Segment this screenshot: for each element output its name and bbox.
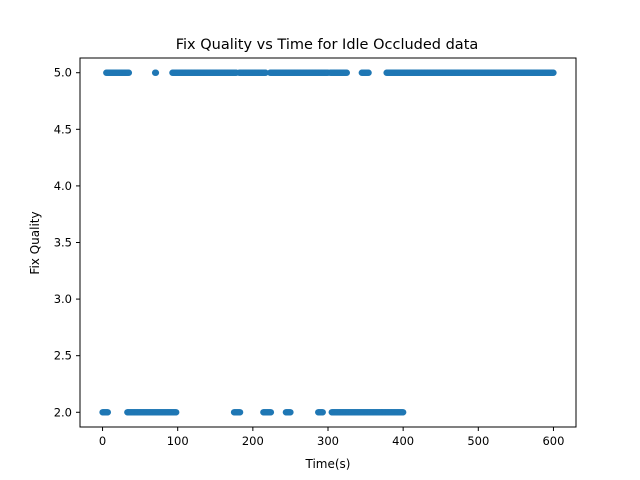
y-axis-ticks: 2.0 2.5 3.0 3.5 4.0 4.5 5.0 xyxy=(54,66,80,419)
data-point xyxy=(172,409,180,416)
data-point xyxy=(125,69,133,76)
data-point xyxy=(262,69,269,76)
data-point xyxy=(550,69,557,76)
plot-frame xyxy=(79,57,577,428)
y-tick-label: 3.0 xyxy=(54,292,72,306)
x-tick-label: 400 xyxy=(392,434,414,448)
y-tick-label: 2.0 xyxy=(54,405,72,419)
data-point xyxy=(236,409,244,416)
data-points xyxy=(99,69,557,416)
data-point xyxy=(319,409,326,416)
x-axis-ticks: 0 100 200 300 400 500 600 xyxy=(99,427,564,448)
x-tick-label: 300 xyxy=(317,434,339,448)
x-tick-label: 200 xyxy=(242,434,264,448)
x-tick-label: 0 xyxy=(99,434,106,448)
chart-title: Fix Quality vs Time for Idle Occluded da… xyxy=(176,37,479,53)
data-point xyxy=(399,409,407,416)
data-point xyxy=(365,69,372,76)
data-point xyxy=(287,409,294,416)
y-tick-label: 5.0 xyxy=(54,66,72,80)
x-tick-label: 100 xyxy=(167,434,189,448)
y-tick-label: 2.5 xyxy=(54,349,72,363)
y-tick-label: 4.0 xyxy=(54,179,72,193)
x-tick-label: 500 xyxy=(467,434,489,448)
y-axis-label: Fix Quality xyxy=(28,211,42,274)
data-point xyxy=(104,409,112,416)
y-tick-label: 3.5 xyxy=(54,236,72,250)
y-tick-label: 4.5 xyxy=(54,122,72,136)
data-point xyxy=(343,69,350,76)
data-point xyxy=(152,69,160,76)
x-axis-label: Time(s) xyxy=(305,457,351,471)
data-point xyxy=(267,409,275,416)
x-tick-label: 600 xyxy=(542,434,564,448)
